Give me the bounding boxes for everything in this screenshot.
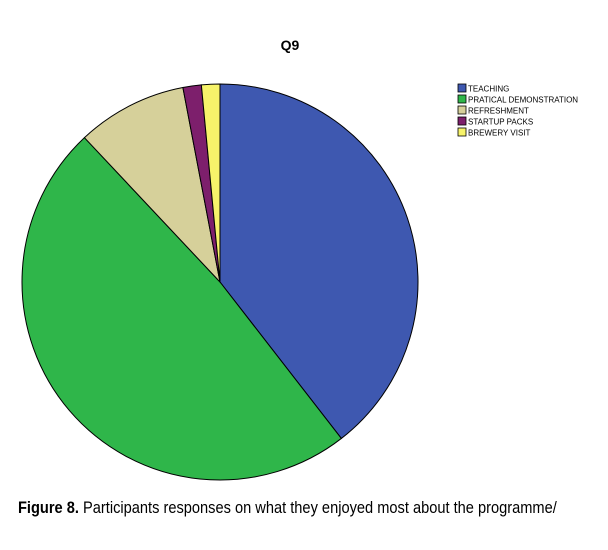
legend-label-startup-packs: STARTUP PACKS: [468, 118, 533, 127]
caption-text: Participants responses on what they enjo…: [83, 498, 557, 517]
legend-label-pratical-demonstration: PRATICAL DEMONSTRATION: [468, 96, 578, 105]
legend-swatch-startup-packs: [457, 116, 467, 126]
pie-chart: Q9 TEACHING PRATICAL DEMONSTRATION REFRESH…: [21, 37, 578, 481]
figure-caption: Figure 8. Participants responses on what…: [18, 497, 590, 518]
legend-swatch-refreshment: [457, 105, 467, 115]
chart-title: Q9: [281, 37, 300, 53]
legend-label-teaching: TEACHING: [468, 85, 509, 94]
legend-label-brewery-visit: BREWERY VISIT: [468, 129, 531, 138]
pie-slice-brewery-visit: [200, 83, 221, 283]
pie-slice-teaching: [219, 83, 419, 440]
legend-label-refreshment: REFRESHMENT: [468, 107, 529, 116]
legend-swatch-teaching: [457, 83, 467, 93]
legend: TEACHING PRATICAL DEMONSTRATION REFRESHMEN…: [457, 83, 578, 138]
pie-slices: [21, 83, 419, 481]
legend-swatch-brewery-visit: [457, 127, 467, 137]
pie-slice-pratical-demonstration: [21, 136, 343, 481]
pie-slice-refreshment: [83, 86, 221, 284]
caption-label: Figure 8.: [18, 498, 79, 517]
legend-swatch-pratical-demonstration: [457, 94, 467, 104]
